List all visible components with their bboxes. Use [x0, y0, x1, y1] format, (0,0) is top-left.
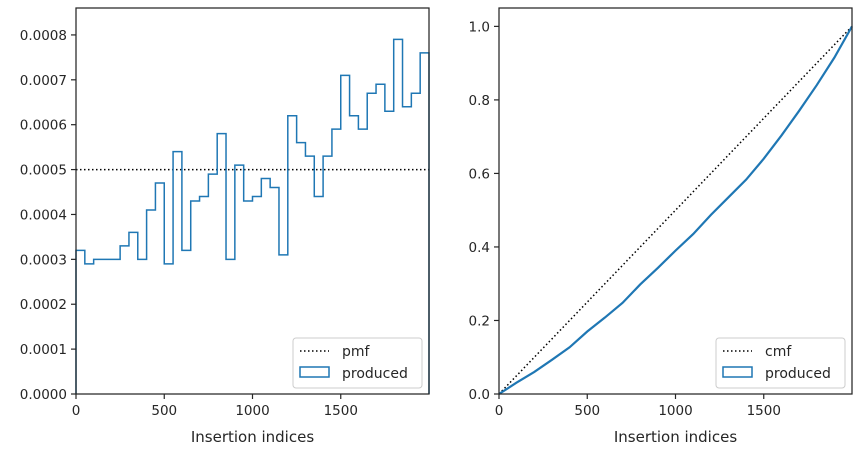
left-legend: pmf produced: [292, 337, 423, 389]
produced-cumulative-line: [498, 25, 853, 395]
right-axes-frame: [498, 7, 853, 395]
left-x-tick-label: 1000: [235, 403, 269, 419]
right-x-ticks: 0 500 1000 1500: [495, 394, 781, 419]
right-x-tick-label: 1000: [658, 403, 692, 419]
left-chart-panel: 0 500 1000 1500 0.00000.00010.00020.00030.0…: [20, 7, 430, 446]
left-x-axis-label: Insertion indices: [191, 428, 314, 446]
right-x-tick-label: 0: [495, 403, 504, 419]
cmf-line: [498, 25, 853, 395]
left-y-tick-label: 0.0005: [20, 163, 67, 179]
left-y-tick-label: 0.0008: [20, 28, 67, 44]
right-x-tick-label: 500: [574, 403, 600, 419]
right-y-tick-label: 0.6: [469, 166, 490, 182]
left-y-ticks: 0.0000 0.0001 0.0002 0.0003 0.0004 0.0005 0.00…: [20, 28, 76, 403]
left-legend-produced-swatch: [299, 366, 330, 378]
right-y-tick-label: 0.4: [469, 240, 490, 256]
left-y-tick-label: 0.0006: [20, 118, 67, 134]
right-plot-area: [498, 25, 853, 395]
left-legend-pmf-label: pmf: [342, 344, 371, 360]
left-y-tick-label: 0.0003: [20, 252, 67, 268]
right-y-ticks: 0.0 0.2 0.4 0.6 0.8 1.0: [469, 19, 499, 403]
right-legend-produced-swatch: [722, 366, 753, 378]
left-y-tick-label: 0.0002: [20, 297, 67, 313]
right-legend-cmf-label: cmf: [765, 344, 792, 360]
right-legend-produced-label: produced: [765, 366, 831, 382]
right-y-tick-label: 0.0: [469, 387, 490, 403]
left-x-tick-label: 1500: [324, 403, 358, 419]
left-y-tick-label: 0.0007: [20, 73, 67, 89]
left-x-ticks: 0 500 1000 1500: [72, 394, 358, 419]
right-legend: cmf produced: [715, 337, 846, 389]
left-plot-area: [75, 38, 430, 394]
left-x-tick-label: 500: [151, 403, 177, 419]
right-chart-panel: 0 500 1000 1500 0.0 0.2 0.4 0.6 0.8 1.0 Insertio…: [469, 7, 853, 446]
left-y-tick-label: 0.0000: [20, 387, 67, 403]
left-y-tick-label: 0.0001: [20, 342, 67, 358]
right-x-tick-label: 1500: [747, 403, 781, 419]
right-y-tick-label: 1.0: [469, 19, 490, 35]
produced-histogram: [75, 38, 430, 394]
right-y-tick-label: 0.8: [469, 93, 490, 109]
left-y-tick-label: 0.0004: [20, 207, 67, 223]
right-y-tick-label: 0.2: [469, 313, 490, 329]
left-legend-produced-label: produced: [342, 366, 408, 382]
left-x-tick-label: 0: [72, 403, 81, 419]
right-x-axis-label: Insertion indices: [614, 428, 737, 446]
